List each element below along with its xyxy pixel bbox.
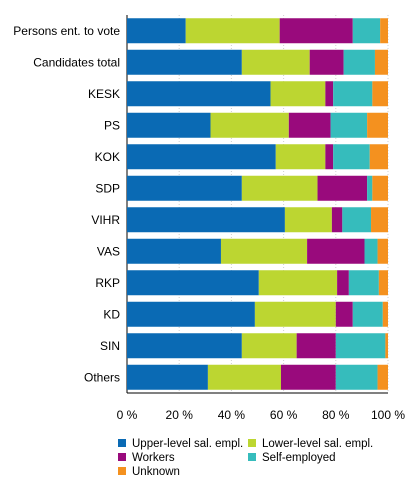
bar-segment xyxy=(325,81,334,107)
bar-segment xyxy=(296,333,336,359)
x-tick-label: 40 % xyxy=(218,408,246,422)
bar-segment xyxy=(335,333,386,359)
bar-segment xyxy=(374,49,388,75)
bar-segment xyxy=(380,18,388,44)
bar-segment xyxy=(280,364,336,390)
x-tick-label: 0 % xyxy=(117,408,138,422)
bar-segment xyxy=(330,112,368,138)
bar-segment xyxy=(307,238,365,264)
category-label: VAS xyxy=(97,244,120,258)
bar-segment xyxy=(382,301,388,327)
gridlines xyxy=(126,15,389,394)
bar-segment xyxy=(333,81,373,107)
bar-segment xyxy=(241,175,318,201)
legend-swatch xyxy=(248,439,256,447)
bar-segment xyxy=(377,364,388,390)
category-label: KESK xyxy=(88,87,120,101)
legend-label: Lower-level sal. empl. xyxy=(262,438,373,450)
bar-segment xyxy=(241,333,297,359)
category-label: KD xyxy=(103,307,120,321)
category-label: SIN xyxy=(100,339,120,353)
category-label: RKP xyxy=(95,276,120,290)
category-label: SDP xyxy=(95,181,120,195)
category-label: Persons ent. to vote xyxy=(13,24,120,38)
category-label: KOK xyxy=(95,150,120,164)
category-labels: Persons ent. to vote Candidates total KESK… xyxy=(13,24,120,385)
bar-segment xyxy=(275,144,326,170)
bar-segment xyxy=(325,144,334,170)
bar-segment xyxy=(352,301,383,327)
bar-segment xyxy=(348,270,379,296)
legend-swatch xyxy=(118,439,126,447)
bar-segment xyxy=(127,49,242,75)
bar-segment xyxy=(378,270,388,296)
legend: Upper-level sal. empl. Lower-level sal. e… xyxy=(118,438,373,478)
bar-segment xyxy=(207,364,281,390)
bar-segment xyxy=(335,301,353,327)
bar-segment xyxy=(367,112,388,138)
bar-segment xyxy=(254,301,336,327)
legend-label: Upper-level sal. empl. xyxy=(132,438,243,450)
bar-segment xyxy=(127,18,186,44)
legend-label: Unknown xyxy=(132,466,180,478)
bar-segment xyxy=(352,18,381,44)
bar-segment xyxy=(385,333,388,359)
bar-segment xyxy=(185,18,280,44)
bar-segment xyxy=(309,49,344,75)
bars xyxy=(127,18,388,390)
bar-segment xyxy=(241,49,310,75)
category-label: PS xyxy=(104,118,120,132)
bar-segment xyxy=(127,144,276,170)
bar-segment xyxy=(127,238,221,264)
bar-segment xyxy=(369,144,388,170)
bar-segment xyxy=(127,270,259,296)
x-axis-ticks: 0 % 20 % 40 % 60 % 80 % 100 % xyxy=(117,408,406,422)
bar-segment xyxy=(127,81,271,107)
x-tick-label: 100 % xyxy=(371,408,405,422)
bar-segment xyxy=(220,238,308,264)
bar-segment xyxy=(127,207,285,233)
x-tick-label: 20 % xyxy=(166,408,194,422)
bar-segment xyxy=(270,81,326,107)
bar-segment xyxy=(127,175,242,201)
bar-segment xyxy=(377,238,388,264)
bar-segment xyxy=(364,238,378,264)
bar-segment xyxy=(333,144,370,170)
bar-segment xyxy=(372,81,388,107)
bar-segment xyxy=(127,301,255,327)
legend-swatch xyxy=(118,467,126,475)
bar-segment xyxy=(335,364,378,390)
category-label: Candidates total xyxy=(33,55,120,69)
bar-segment xyxy=(279,18,353,44)
x-tick-label: 60 % xyxy=(270,408,298,422)
legend-swatch xyxy=(248,453,256,461)
bar-segment xyxy=(343,49,375,75)
legend-label: Workers xyxy=(132,452,175,464)
bar-segment xyxy=(317,175,368,201)
bar-segment xyxy=(258,270,338,296)
category-label: Others xyxy=(84,370,120,384)
bar-segment xyxy=(367,175,373,201)
legend-swatch xyxy=(118,453,126,461)
bar-segment xyxy=(337,270,349,296)
bar-segment xyxy=(284,207,332,233)
bar-segment xyxy=(371,207,388,233)
bar-segment xyxy=(372,175,388,201)
bar-segment xyxy=(127,333,242,359)
bar-segment xyxy=(210,112,289,138)
bar-segment xyxy=(288,112,331,138)
bar-segment xyxy=(331,207,343,233)
bar-segment xyxy=(127,112,211,138)
bar-segment xyxy=(342,207,372,233)
x-tick-label: 80 % xyxy=(322,408,350,422)
category-label: VIHR xyxy=(91,213,120,227)
bar-segment xyxy=(127,364,208,390)
legend-label: Self-employed xyxy=(262,452,336,464)
